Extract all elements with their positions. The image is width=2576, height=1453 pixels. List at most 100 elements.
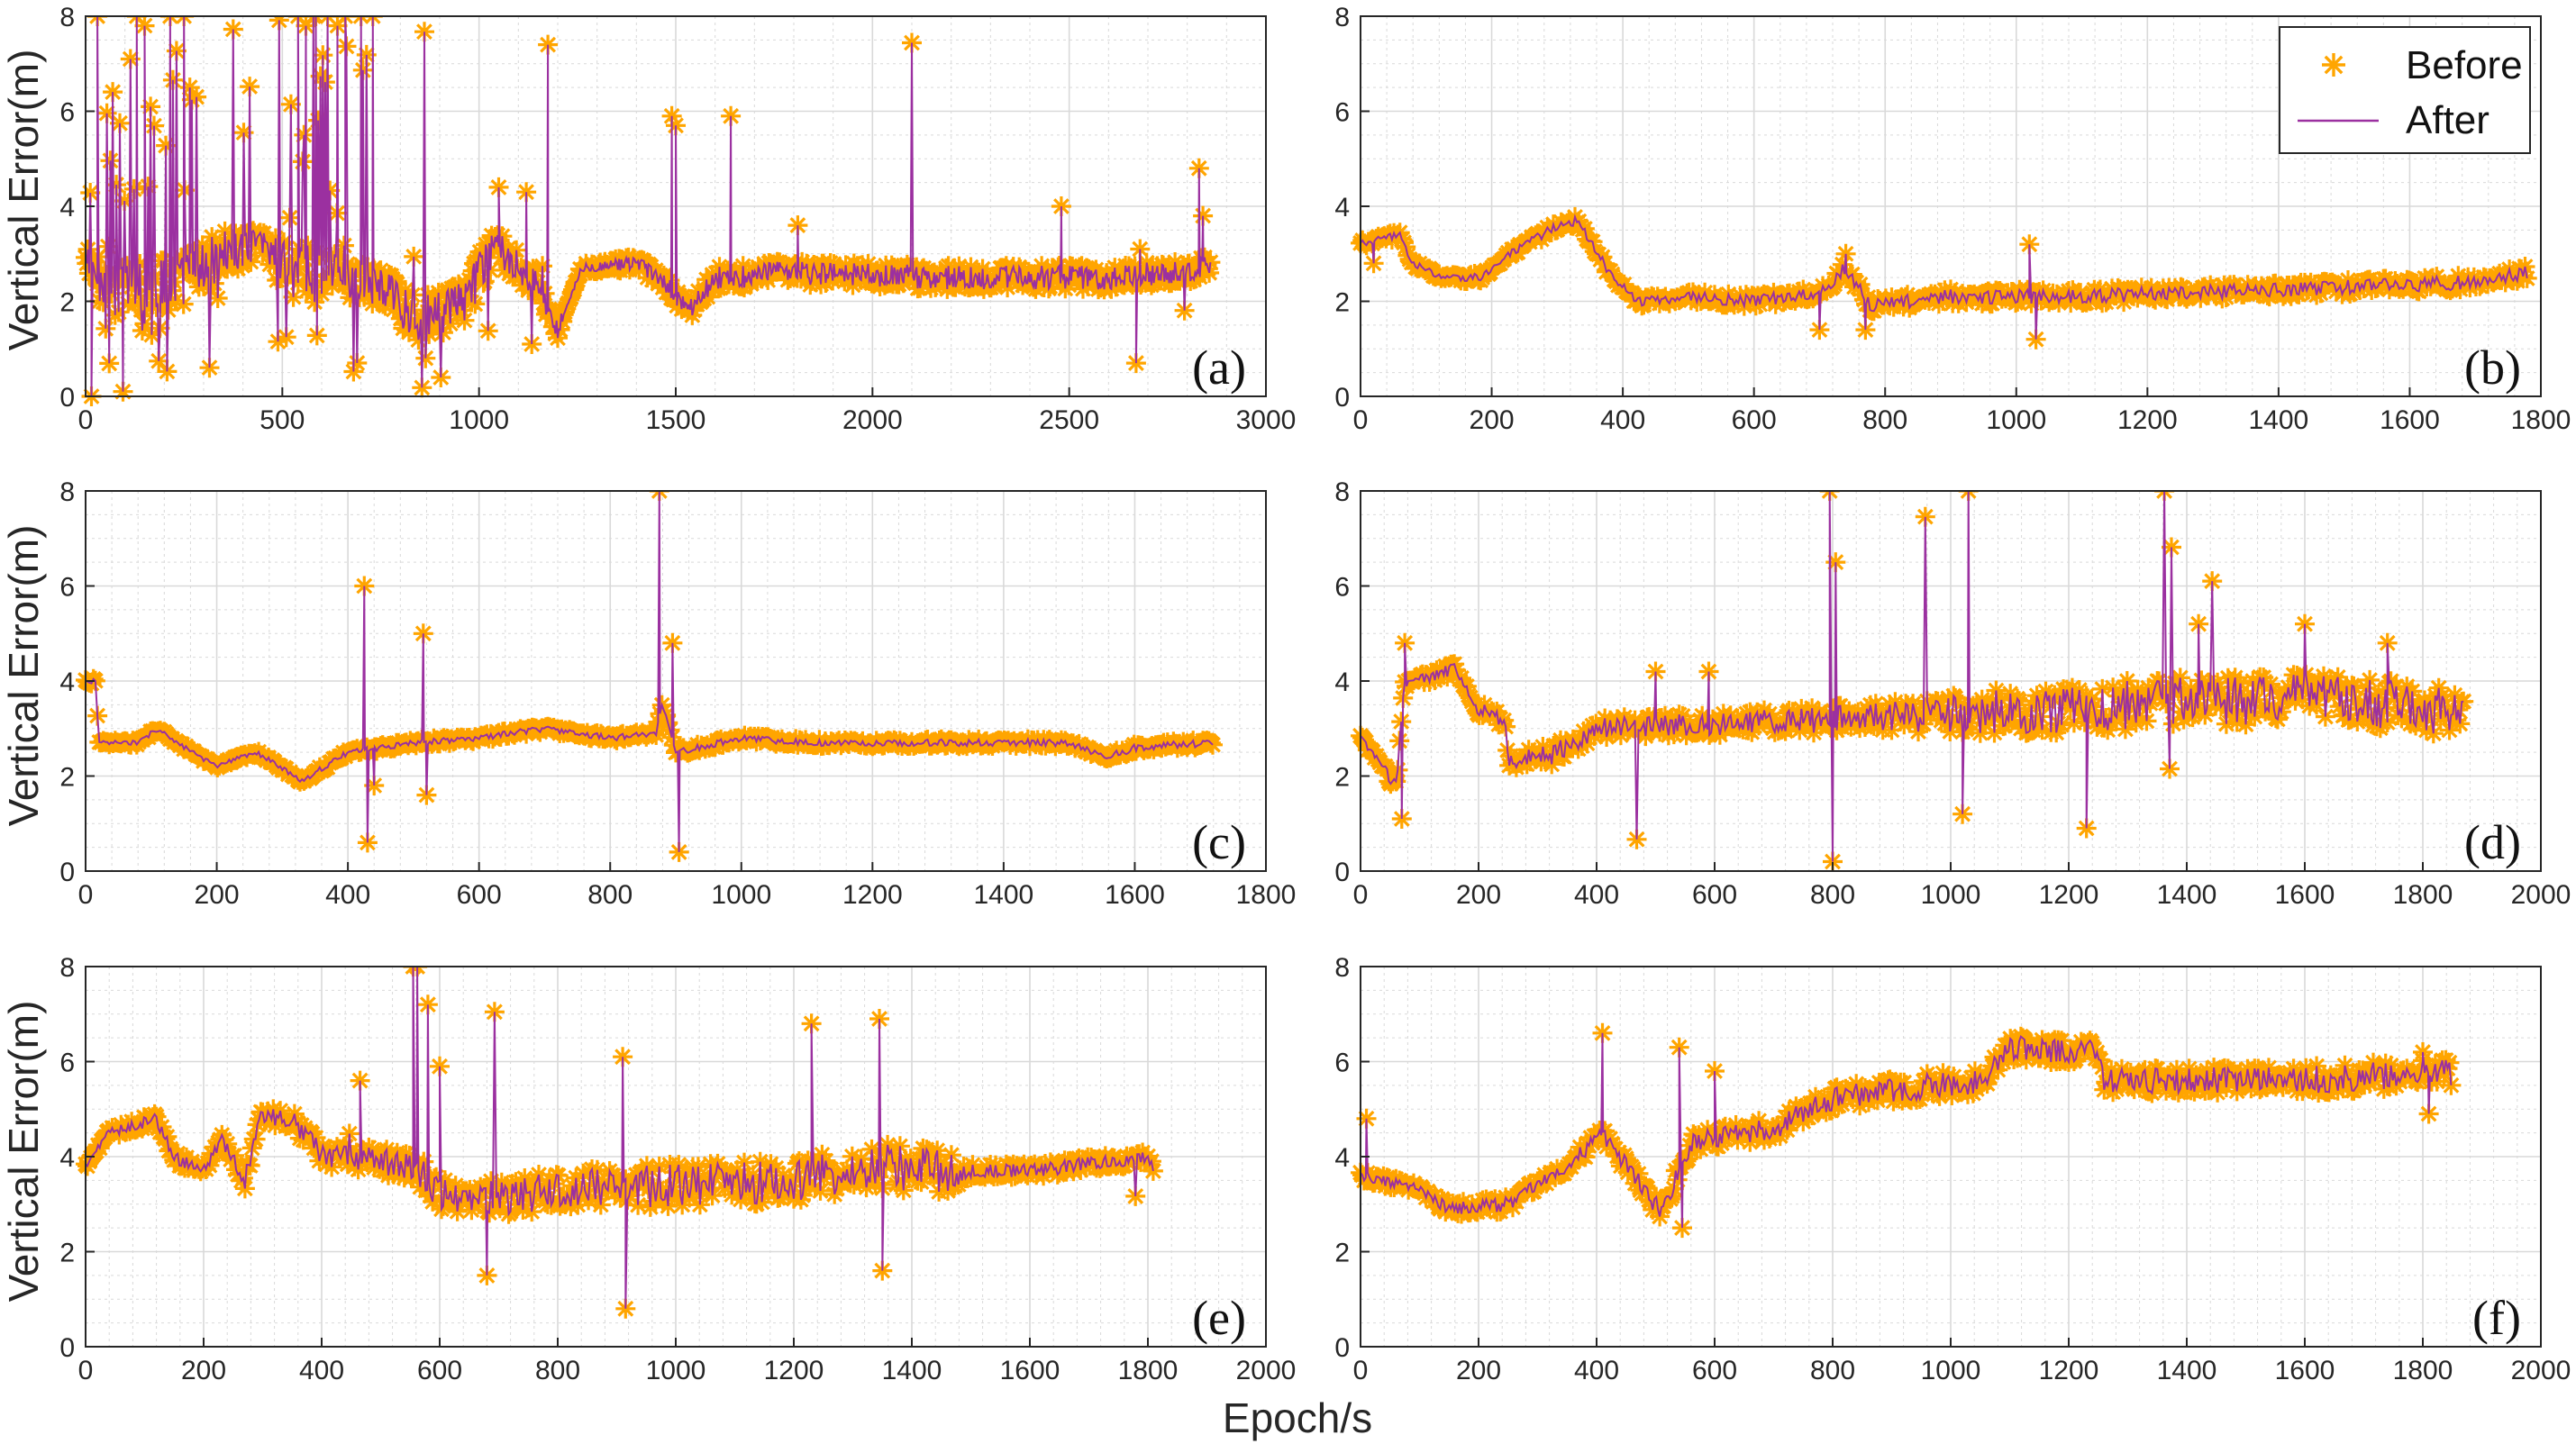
x-tick-label: 800 [1862,405,1907,435]
x-tick-label: 800 [1810,1356,1855,1385]
x-tick-label: 400 [299,1356,344,1385]
x-tick-label: 200 [1470,405,1515,435]
x-tick-label: 1800 [1236,880,1297,910]
y-tick-label: 0 [59,1333,75,1363]
x-tick-label: 1600 [1105,880,1165,910]
panel-label: (d) [2464,815,2521,869]
x-tick-label: 1000 [711,880,771,910]
clip-top [1279,464,2576,491]
x-tick-label: 1200 [842,880,903,910]
legend-after-label: After [2406,98,2490,142]
x-tick-label: 800 [1810,880,1855,910]
x-tick-label: 1000 [646,1356,706,1385]
x-tick-label: 2000 [1236,1356,1297,1385]
x-tick-label: 1400 [2157,1356,2217,1385]
x-tick-label: 1200 [2039,880,2099,910]
y-tick-label: 4 [59,193,75,222]
x-tick-label: 500 [259,405,305,435]
panel-label: (e) [1192,1291,1246,1345]
x-tick-label: 1800 [2511,405,2571,435]
y-axis-label-row-3: Vertical Error(m) [0,1001,47,1303]
x-tick-label: 200 [195,880,240,910]
y-tick-label: 6 [1334,1049,1350,1078]
y-tick-label: 2 [1334,763,1350,793]
y-tick-label: 6 [1334,573,1350,603]
series-after [85,15,1212,397]
x-tick-label: 1000 [1921,880,1981,910]
y-tick-label: 2 [59,763,75,793]
x-tick-label: 600 [1692,1356,1737,1385]
x-tick-label: 0 [78,405,94,435]
x-tick-label: 0 [78,1356,94,1385]
x-tick-label: 600 [417,1356,462,1385]
x-tick-label: 1800 [1118,1356,1179,1385]
panel-b: 0 200 400 600 800 1000 1200 1400 1600 1800 0 2 4 6 8 (b… [1279,0,2576,435]
y-tick-label: 0 [59,858,75,887]
legend-box [2279,26,2531,154]
y-tick-label: 6 [59,1049,75,1078]
x-tick-label: 2000 [2511,880,2571,910]
y-tick-label: 8 [1334,3,1350,32]
legend-before-marker [2322,53,2345,77]
panel-c: 0 200 400 600 800 1000 1200 1400 1600 1800 0 2 4 6 8 (c… [5,464,1347,910]
y-tick-label: 8 [59,477,75,507]
x-tick-label: 200 [181,1356,226,1385]
y-axis-label-row-2: Vertical Error(m) [0,525,47,827]
x-tick-label: 2000 [842,405,903,435]
clip-top [5,0,1347,16]
y-tick-label: 4 [1334,667,1350,697]
x-tick-label: 1800 [2393,1356,2453,1385]
y-tick-label: 2 [59,1239,75,1268]
y-tick-label: 4 [59,667,75,697]
x-tick-label: 3000 [1236,405,1297,435]
x-tick-label: 400 [1600,405,1645,435]
legend: Before After [2279,26,2531,154]
legend-before-label: Before [2406,43,2523,87]
panel-a: 0 500 1000 1500 2000 2500 3000 0 2 4 6 8 (a) [5,0,1347,435]
y-tick-label: 0 [1334,1333,1350,1363]
x-tick-label: 1400 [974,880,1034,910]
x-tick-label: 1600 [1000,1356,1060,1385]
x-tick-label: 1000 [1921,1356,1981,1385]
x-tick-label: 1600 [2380,405,2440,435]
x-tick-label: 400 [1574,1356,1619,1385]
x-tick-label: 1800 [2393,880,2453,910]
y-tick-label: 6 [59,573,75,603]
x-tick-label: 600 [457,880,502,910]
panel-f: 0 200 400 600 800 1000 1200 1400 1600 1800 2000 0 2 4… [1279,940,2576,1385]
clip-top [1279,940,2576,967]
y-tick-label: 0 [1334,858,1350,887]
x-tick-label: 400 [1574,880,1619,910]
x-tick-label: 600 [1692,880,1737,910]
x-tick-label: 1200 [2039,1356,2099,1385]
y-tick-label: 8 [59,953,75,983]
series-after [85,966,1154,1309]
y-tick-label: 2 [1334,1239,1350,1268]
y-tick-label: 2 [59,288,75,318]
x-tick-label: 1600 [2275,880,2335,910]
x-tick-label: 1000 [449,405,509,435]
panel-e: 0 200 400 600 800 1000 1200 1400 1600 1800 2000 0 2 4… [5,940,1347,1385]
y-tick-label: 8 [1334,477,1350,507]
x-tick-label: 600 [1732,405,1777,435]
x-tick-label: 0 [1353,1356,1369,1385]
x-tick-label: 2500 [1039,405,1099,435]
y-tick-label: 4 [1334,193,1350,222]
y-tick-label: 6 [59,98,75,128]
y-tick-label: 8 [59,3,75,32]
x-tick-label: 1600 [2275,1356,2335,1385]
y-tick-label: 6 [1334,98,1350,128]
y-tick-label: 0 [1334,383,1350,413]
x-tick-label: 400 [325,880,370,910]
y-tick-label: 8 [1334,953,1350,983]
x-tick-label: 1200 [2117,405,2178,435]
y-tick-label: 4 [59,1143,75,1173]
panel-label: (b) [2464,341,2521,395]
x-tick-label: 1000 [1986,405,2046,435]
x-tick-label: 1400 [2157,880,2217,910]
x-tick-label: 1500 [646,405,706,435]
x-axis-label: Epoch/s [1223,1394,1372,1441]
y-axis-label-row-1: Vertical Error(m) [0,50,47,351]
